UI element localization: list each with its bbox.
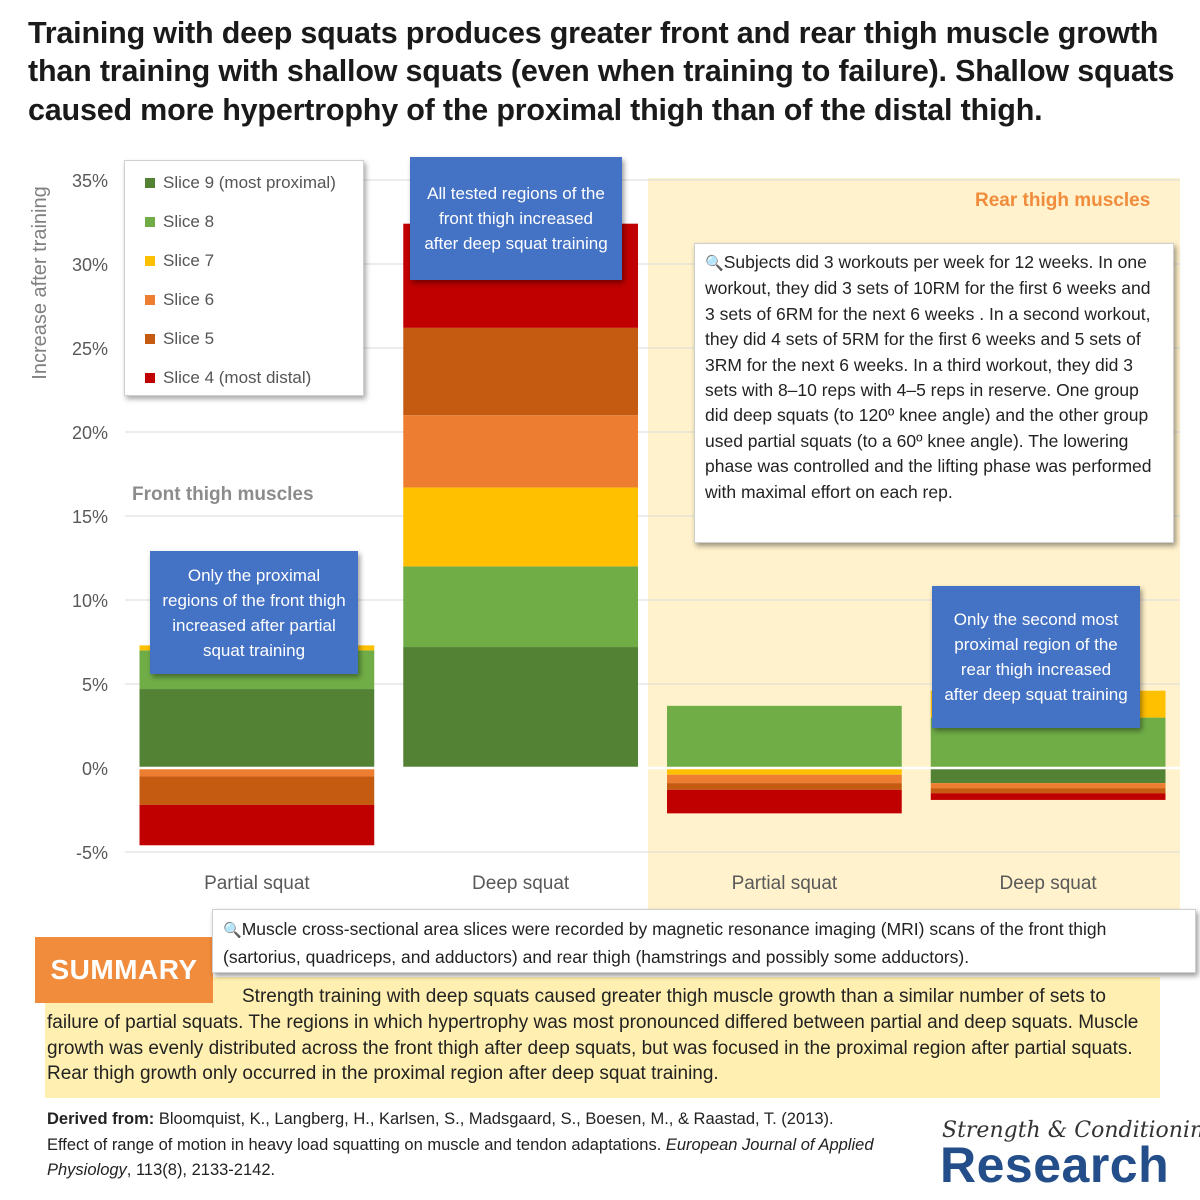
y-tick-label: 10% xyxy=(72,591,108,611)
y-tick-label: 0% xyxy=(82,759,108,779)
y-tick-label: 35% xyxy=(72,171,108,191)
bar-segment xyxy=(139,689,375,768)
citation-label: Derived from: xyxy=(47,1110,155,1128)
y-axis-label: Increase after training xyxy=(29,186,51,379)
legend-label: Slice 4 (most distal) xyxy=(163,368,312,387)
legend-item: Slice 9 (most proximal) xyxy=(145,173,336,193)
legend-swatch xyxy=(145,334,155,344)
legend: Slice 9 (most proximal) Slice 8 Slice 7 Sli… xyxy=(124,160,364,396)
callout-deep-rear: Only the second most proximal region of … xyxy=(932,586,1140,728)
callout-deep-front: All tested regions of the front thigh in… xyxy=(410,157,622,280)
mri-note: 🔍Muscle cross-sectional area slices were… xyxy=(212,909,1196,973)
callout-partial-front: Only the proximal regions of the front t… xyxy=(150,551,358,674)
bar-segment xyxy=(139,776,375,805)
y-tick-labels: -5% 0% 5% 10% 15% 20% 25% 30% 35% xyxy=(72,171,108,863)
x-tick-label: Partial squat xyxy=(732,873,838,894)
brand-logo: Research xyxy=(940,1137,1170,1193)
bar-segment xyxy=(403,647,638,768)
x-tick-label: Partial squat xyxy=(204,873,310,894)
bar-segment xyxy=(403,487,638,567)
summary-text: Strength training with deep squats cause… xyxy=(47,986,1139,1085)
bar-segment xyxy=(403,415,638,488)
methods-text: Subjects did 3 workouts per week for 12 … xyxy=(705,252,1152,502)
bar-segment xyxy=(667,789,902,814)
y-tick-label: 30% xyxy=(72,255,108,275)
y-tick-label: -5% xyxy=(76,843,108,863)
summary-tag: SUMMARY xyxy=(35,937,213,1003)
y-tick-label: 20% xyxy=(72,423,108,443)
bar-segment xyxy=(139,804,375,846)
legend-swatch xyxy=(145,217,155,227)
legend-swatch xyxy=(145,295,155,305)
legend-item: Slice 7 xyxy=(145,251,214,271)
x-tick-labels: Partial squat Deep squat Partial squat Deep… xyxy=(204,873,1097,894)
y-tick-label: 25% xyxy=(72,339,108,359)
citation-journal: European Journal of Applied Physiology xyxy=(47,1135,874,1180)
legend-label: Slice 7 xyxy=(163,251,215,270)
y-tick-label: 15% xyxy=(72,507,108,527)
magnifier-icon: 🔍 xyxy=(705,255,724,272)
y-tick-label: 5% xyxy=(82,675,108,695)
legend-swatch xyxy=(145,256,155,266)
legend-swatch xyxy=(145,178,155,188)
legend-label: Slice 5 xyxy=(163,329,215,348)
legend-item: Slice 6 xyxy=(145,290,214,310)
legend-item: Slice 8 xyxy=(145,212,214,232)
bar-segment xyxy=(667,774,902,784)
summary-box xyxy=(45,977,1160,1098)
bar-segment xyxy=(930,793,1166,800)
citation-authors: Bloomquist, K., Langberg, H., Karlsen, S… xyxy=(47,1110,834,1154)
front-thigh-label: Front thigh muscles xyxy=(132,484,314,505)
methods-note: 🔍Subjects did 3 workouts per week for 12… xyxy=(694,243,1174,543)
citation: Derived from: Bloomquist, K., Langberg, … xyxy=(47,1107,877,1184)
rear-thigh-label: Rear thigh muscles xyxy=(975,190,1151,211)
legend-label: Slice 9 (most proximal) xyxy=(163,173,336,192)
magnifier-icon: 🔍 xyxy=(223,922,242,939)
bar-segment xyxy=(930,783,1166,789)
x-tick-label: Deep squat xyxy=(1000,873,1098,894)
bar-segment xyxy=(667,705,902,768)
legend-item: Slice 5 xyxy=(145,329,214,349)
legend-item: Slice 4 (most distal) xyxy=(145,368,311,388)
bar-segment xyxy=(139,768,375,777)
mri-text: Muscle cross-sectional area slices were … xyxy=(223,919,1107,967)
bar-segment xyxy=(667,768,902,775)
legend-label: Slice 8 xyxy=(163,212,215,231)
legend-label: Slice 6 xyxy=(163,290,215,309)
x-tick-label: Deep squat xyxy=(472,873,570,894)
bar-segment xyxy=(930,768,1166,784)
bar-segment xyxy=(403,566,638,648)
citation-volume: , 113(8), 2133-2142. xyxy=(126,1161,276,1179)
brand-tagline: Strength & Conditioning xyxy=(942,1118,1200,1143)
legend-swatch xyxy=(145,373,155,383)
bar-segment xyxy=(930,788,1166,794)
page-title: Training with deep squats produces great… xyxy=(28,16,1175,127)
bar-segment xyxy=(403,327,638,416)
bar-segment xyxy=(667,783,902,790)
